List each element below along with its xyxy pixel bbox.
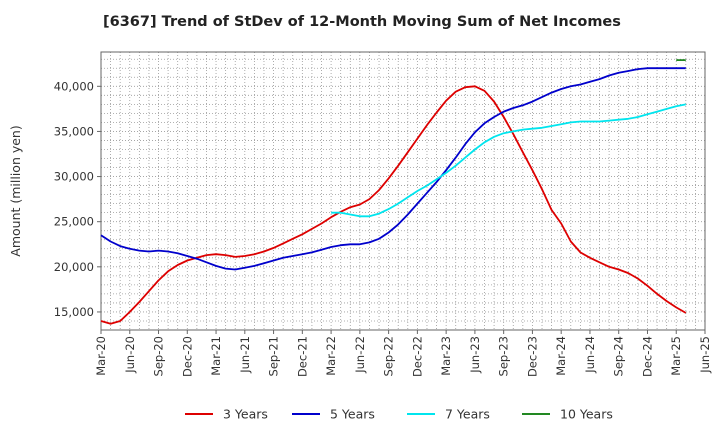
series-line-5-years [100, 67, 686, 271]
legend-label: 3 Years [223, 407, 268, 422]
x-tick-label: Jun-25 [698, 336, 712, 374]
x-tick-label: Mar-20 [94, 336, 108, 376]
legend-label: 7 Years [445, 407, 490, 422]
series-line-7-years [331, 103, 686, 218]
y-axis-label: Amount (million yen) [8, 125, 23, 256]
x-tick-label: Sep-24 [612, 336, 626, 376]
x-tick-label: Dec-20 [180, 336, 194, 377]
series-layer [100, 59, 687, 325]
x-tick-label: Dec-23 [525, 336, 539, 377]
x-tick-label: Jun-21 [238, 336, 252, 374]
x-tick-label: Mar-21 [209, 336, 223, 376]
y-tick-label: 15,000 [54, 305, 94, 319]
x-tick-label: Jun-20 [123, 336, 137, 374]
x-tick-label: Sep-21 [267, 336, 281, 376]
grid [100, 52, 706, 331]
x-tick-label: Dec-21 [295, 336, 309, 377]
chart-title: [6367] Trend of StDev of 12-Month Moving… [103, 14, 621, 30]
x-tick-label: Jun-23 [468, 336, 482, 374]
x-tick-label: Dec-22 [410, 336, 424, 377]
y-tick-label: 20,000 [54, 260, 94, 274]
x-tick-label: Mar-23 [439, 336, 453, 376]
y-tick-label: 30,000 [54, 170, 94, 184]
y-tick-label: 40,000 [54, 79, 94, 93]
x-tick-label: Sep-22 [382, 336, 396, 376]
y-tick-label: 25,000 [54, 215, 94, 229]
x-tick-label: Mar-24 [554, 336, 568, 376]
x-tick-label: Sep-20 [152, 336, 166, 376]
y-tick-label: 35,000 [54, 124, 94, 138]
x-tick-label: Mar-25 [669, 336, 683, 376]
x-tick-label: Mar-22 [324, 336, 338, 376]
legend-label: 5 Years [330, 407, 375, 422]
y-axis-ticks: 15,000 20,000 25,000 30,000 35,000 40,000 [54, 79, 101, 319]
x-tick-label: Jun-22 [353, 336, 367, 374]
legend-label: 10 Years [560, 407, 613, 422]
x-tick-label: Sep-23 [497, 336, 511, 376]
x-tick-label: Dec-24 [640, 336, 654, 377]
plot-frame [100, 51, 706, 331]
x-axis-ticks: Mar-20 Jun-20 Sep-20 Dec-20 Mar-21 Jun-21 Sep-… [94, 330, 712, 377]
legend: 3 Years 5 Years 7 Years 10 Years [185, 407, 613, 422]
series-line-3-years [100, 85, 687, 325]
x-tick-label: Jun-24 [583, 336, 597, 374]
